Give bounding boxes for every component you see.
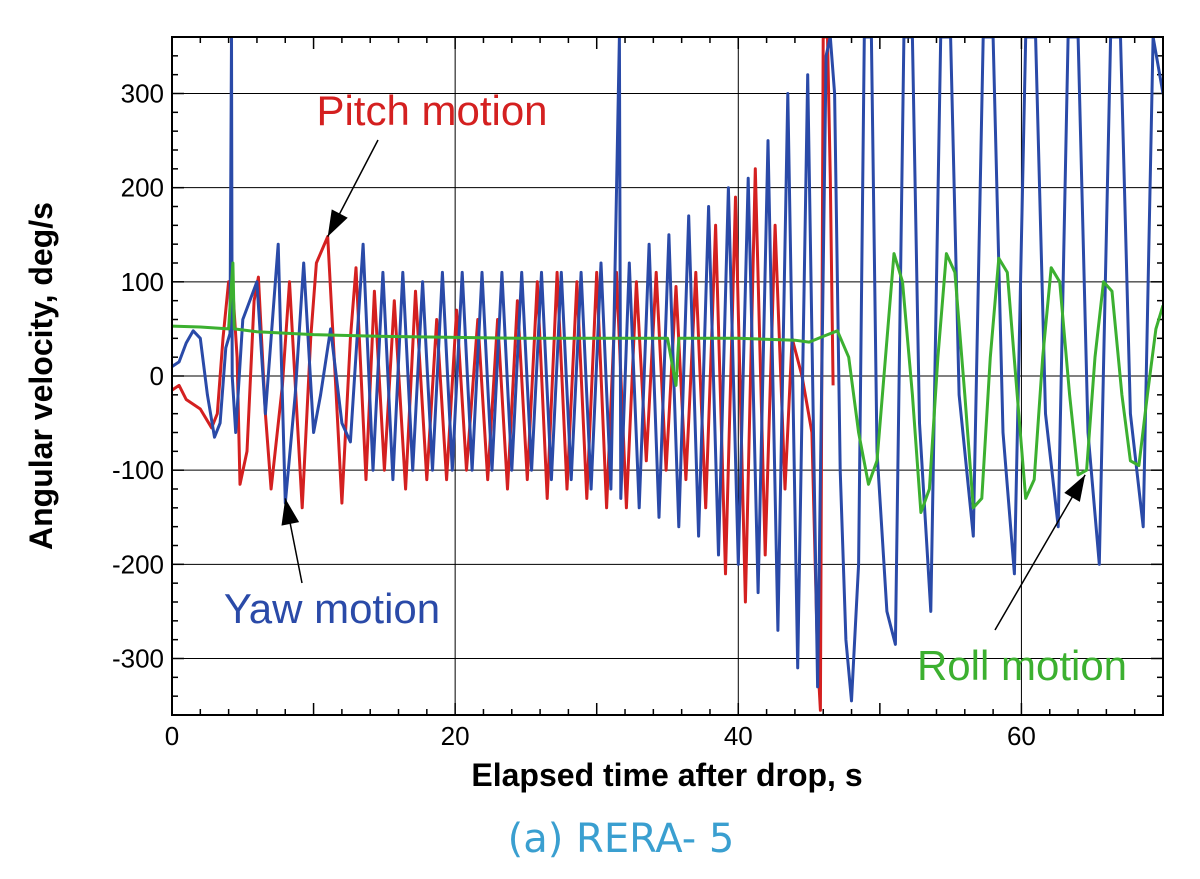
figure-caption: (a) RERA- 5: [508, 816, 735, 862]
annotation-pitch-motion: Pitch motion: [316, 87, 547, 134]
annotation-roll-motion: Roll motion: [917, 642, 1127, 689]
y-tick-label: -300: [112, 644, 164, 674]
y-tick-label: 200: [121, 173, 164, 203]
y-tick-label: -200: [112, 549, 164, 579]
series-layer: [172, 37, 1163, 712]
annotation-arrowhead: [281, 498, 300, 526]
series-line-roll-motion: [172, 252, 1163, 514]
x-tick-labels: 0 20 40 60: [165, 721, 1036, 751]
y-tick-label: 100: [121, 267, 164, 297]
x-axis-title: Elapsed time after drop, s: [471, 757, 862, 793]
annotation-arrow: [994, 474, 1086, 631]
x-tick-label: 40: [724, 721, 753, 751]
y-tick-label: 300: [121, 79, 164, 109]
annotation-yaw-motion: Yaw motion: [224, 585, 440, 632]
y-tick-labels: -300 -200 -100 0 100 200 300: [112, 79, 164, 674]
y-tick-label: 0: [150, 361, 164, 391]
x-tick-label: 60: [1007, 721, 1036, 751]
y-axis-title: Angular velocity, deg/s: [23, 202, 59, 550]
annotations: Pitch motion Yaw motion Roll motion: [224, 87, 1127, 689]
annotation-arrowhead: [1064, 474, 1086, 502]
series-line-yaw-motion: [172, 37, 1163, 703]
annotation-arrowhead: [327, 209, 348, 237]
x-tick-label: 0: [165, 721, 179, 751]
plot-frame: [171, 36, 1164, 716]
x-tick-label: 20: [441, 721, 470, 751]
y-tick-label: -100: [112, 455, 164, 485]
